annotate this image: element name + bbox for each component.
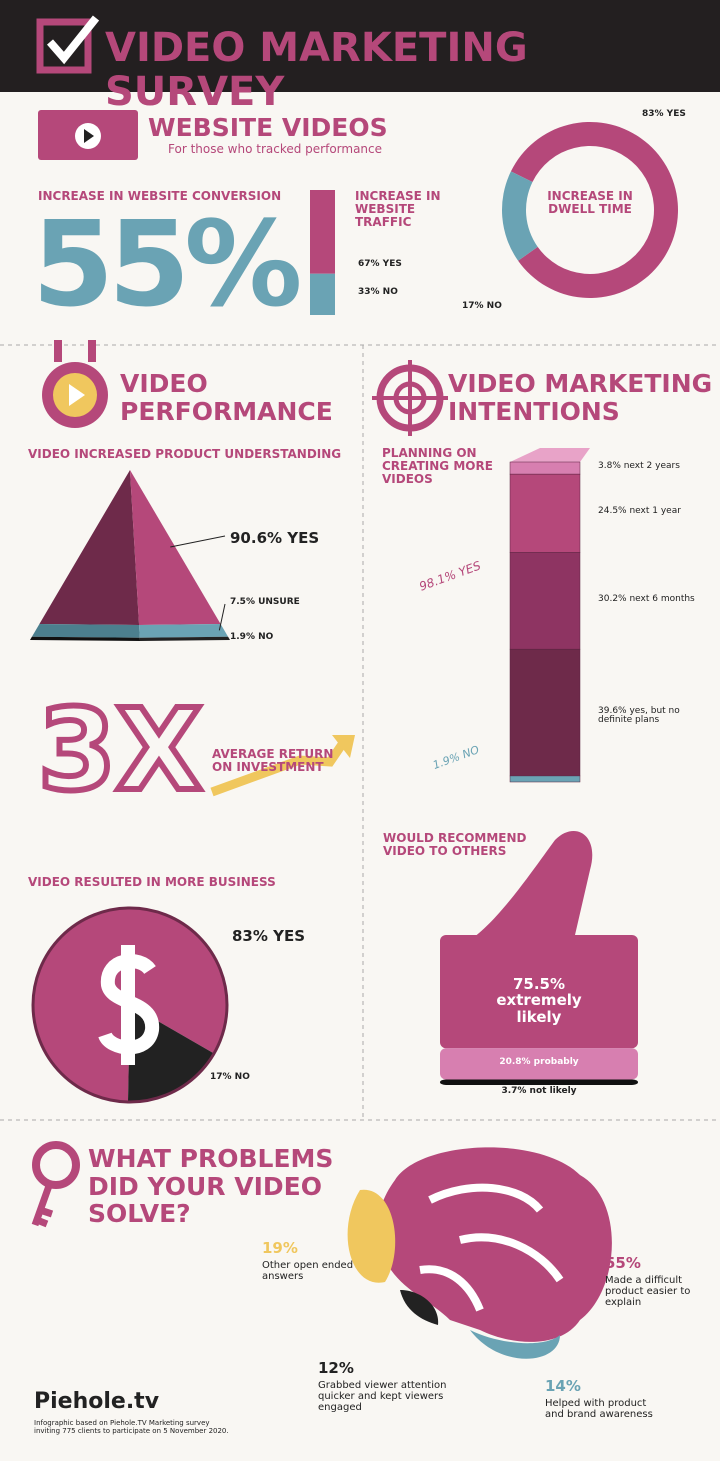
item-value: 55%	[605, 1254, 641, 1272]
header-bar	[0, 0, 720, 92]
dollar-icon	[98, 945, 159, 1065]
thumb-segment	[440, 935, 638, 1049]
big-stat: 3X	[35, 686, 205, 816]
thumb-segment	[440, 1079, 638, 1085]
data-label: 75.5% extremely likely	[496, 974, 582, 1026]
key-icon	[32, 1141, 80, 1189]
data-label: 3.8% next 2 years	[598, 461, 680, 472]
section-title: WEBSITE VIDEOS	[148, 113, 388, 142]
section-title: VIDEO MARKETING INTENTIONS	[448, 369, 713, 426]
stat-label: INCREASE IN DWELL TIME	[547, 189, 633, 217]
leader-line	[218, 603, 226, 631]
stat-label: AVERAGE RETURN ON INVESTMENT	[212, 747, 334, 775]
brain-folds	[419, 1183, 564, 1312]
pyramid-segment	[31, 624, 229, 638]
traffic-bar	[310, 190, 335, 274]
data-label: 33% NO	[358, 287, 398, 297]
pyramid-face	[139, 624, 229, 638]
page-title: VIDEO MARKETING SURVEY	[105, 25, 528, 115]
pyramid-face	[30, 636, 140, 641]
footnote: Infographic based on Piehole.TV Marketin…	[34, 1419, 229, 1435]
data-label: 39.6% yes, but no definite plans	[598, 705, 680, 726]
pyramid-face	[39, 470, 140, 626]
check-box	[36, 18, 92, 74]
logo: Piehole.tv	[34, 1389, 160, 1414]
subtitle: For those who tracked performance	[168, 142, 383, 156]
data-label: 83% YES	[642, 109, 686, 119]
item-label: Made a difficult product easier to expla…	[605, 1275, 691, 1308]
stack-segment	[509, 552, 581, 650]
stack-cap	[510, 448, 590, 462]
stat-label: WOULD RECOMMEND VIDEO TO OTHERS	[383, 831, 527, 859]
section-title: VIDEO PERFORMANCE	[120, 369, 333, 426]
brain	[377, 1147, 612, 1342]
stack-segment	[509, 473, 581, 553]
data-label: 20.8% probably	[499, 1056, 579, 1067]
thumb	[470, 831, 593, 940]
trophy-icon	[69, 384, 85, 406]
dwell-donut	[502, 171, 538, 261]
data-label: 17% NO	[462, 301, 502, 311]
item-label: Grabbed viewer attention quicker and kep…	[318, 1380, 447, 1413]
stack-segment	[509, 648, 581, 777]
brain-other	[347, 1189, 396, 1283]
data-label: 30.2% next 6 months	[598, 593, 695, 604]
stat-label: PLANNING ON CREATING MORE VIDEOS	[382, 446, 493, 487]
data-label: 17% NO	[210, 1072, 250, 1082]
thumb-segment	[440, 1048, 638, 1080]
roi-arrow	[210, 737, 349, 797]
stat-label: INCREASE IN WEBSITE CONVERSION	[38, 189, 282, 203]
pie-border	[31, 906, 229, 1104]
stat-label: VIDEO INCREASED PRODUCT UNDERSTANDING	[28, 447, 342, 461]
pyramid-segment	[30, 636, 230, 641]
data-label: 90.6% YES	[230, 529, 320, 547]
section-title: WHAT PROBLEMS DID YOUR VIDEO SOLVE?	[88, 1144, 334, 1228]
pyramid-face	[130, 470, 221, 626]
data-label: 67% YES	[358, 259, 402, 269]
leader-line	[223, 637, 226, 640]
item-value: 12%	[318, 1359, 354, 1377]
traffic-bar	[310, 273, 335, 315]
check-mark	[46, 15, 100, 65]
data-label: 3.7% not likely	[501, 1086, 577, 1096]
stack-segment	[509, 461, 581, 475]
big-stat: 55%	[32, 195, 302, 333]
trophy-icon	[54, 340, 96, 362]
data-label: 1.9% NO	[230, 632, 274, 642]
stat-label: INCREASE IN WEBSITE TRAFFIC	[355, 189, 441, 230]
item-value: 19%	[262, 1239, 298, 1257]
leader-line	[170, 535, 226, 548]
data-label: 83% YES	[232, 927, 306, 945]
stack-segment	[509, 775, 581, 783]
item-label: Other open ended answers	[262, 1260, 354, 1282]
target-icon	[372, 360, 448, 436]
brain-attention	[400, 1290, 439, 1325]
pyramid-face	[139, 636, 230, 641]
stat-label: VIDEO RESULTED IN MORE BUSINESS	[28, 875, 276, 889]
key-icon	[31, 1181, 54, 1228]
roi-arrow	[332, 735, 355, 758]
pyramid-face	[31, 624, 140, 638]
data-label: 24.5% next 1 year	[598, 506, 681, 517]
data-label: 7.5% UNSURE	[230, 597, 300, 607]
item-label: Helped with product and brand awareness	[545, 1398, 653, 1420]
item-value: 14%	[545, 1377, 581, 1395]
pyramid-segment	[39, 470, 221, 626]
video-icon	[84, 129, 94, 143]
brain-awareness	[470, 1330, 560, 1359]
